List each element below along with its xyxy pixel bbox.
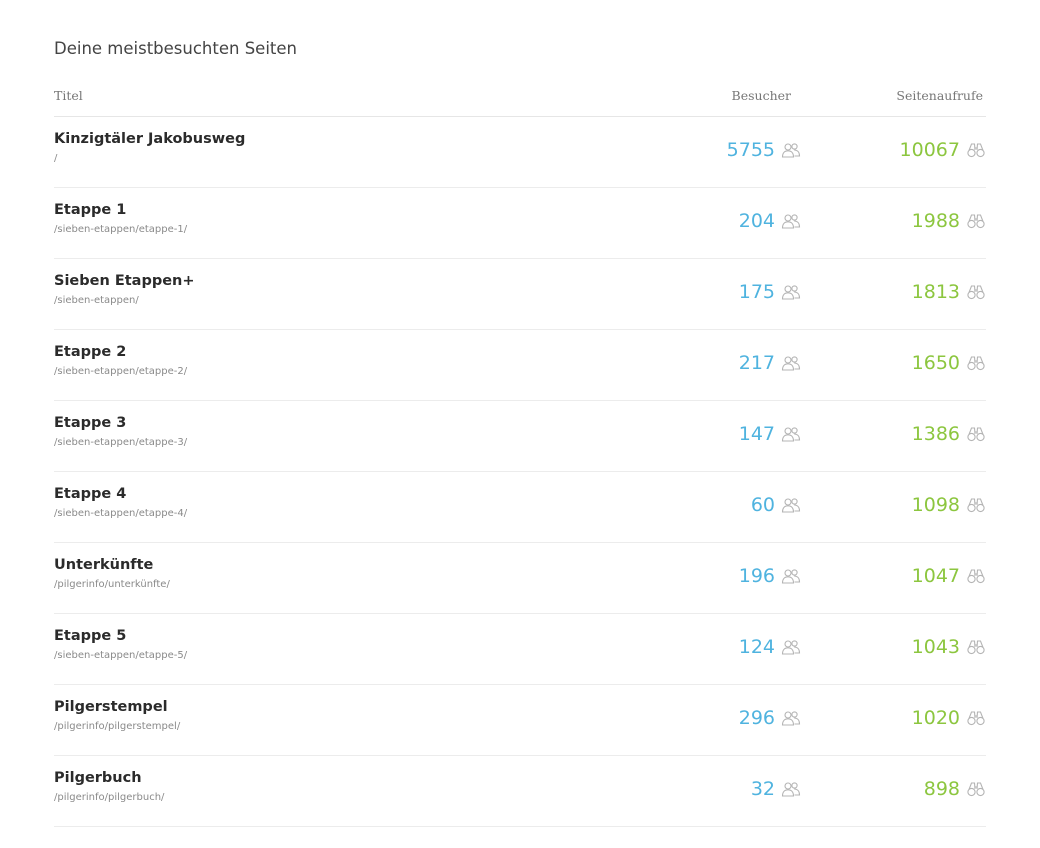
table-row[interactable]: Etappe 5 /sieben-etappen/etappe-5/ 124 1… — [54, 614, 986, 685]
pages-table-body: Kinzigtäler Jakobusweg / 5755 10067 — [54, 117, 986, 827]
page-title[interactable]: Pilgerbuch — [54, 770, 142, 786]
page-path: / — [54, 153, 58, 164]
table-row[interactable]: Etappe 3 /sieben-etappen/etappe-3/ 147 1… — [54, 401, 986, 472]
page-path: /sieben-etappen/etappe-5/ — [54, 650, 188, 661]
users-icon — [781, 781, 801, 797]
binoculars-icon — [966, 213, 986, 229]
binoculars-icon — [966, 639, 986, 655]
users-icon — [781, 142, 801, 158]
binoculars-icon — [966, 710, 986, 726]
binoculars-icon — [966, 142, 986, 158]
pageviews-value: 898 — [923, 778, 960, 800]
page-path: /pilgerinfo/unterkünfte/ — [54, 579, 170, 590]
pageviews-count: 898 — [924, 778, 986, 800]
page-path: /sieben-etappen/etappe-4/ — [54, 508, 188, 519]
visitors-count: 147 — [739, 423, 801, 445]
visitors-count: 175 — [739, 281, 801, 303]
users-icon — [781, 497, 801, 513]
pageviews-value: 1043 — [911, 636, 960, 658]
visitors-value: 124 — [738, 636, 775, 658]
page-path: /sieben-etappen/etappe-3/ — [54, 437, 188, 448]
pageviews-value: 1813 — [911, 281, 960, 303]
table-row[interactable]: Unterkünfte /pilgerinfo/unterkünfte/ 196… — [54, 543, 986, 614]
page-title[interactable]: Etappe 5 — [54, 628, 127, 644]
users-icon — [781, 355, 801, 371]
pageviews-value: 1988 — [911, 210, 960, 232]
table-header: Titel Besucher Seitenaufrufe — [54, 86, 986, 117]
page-title[interactable]: Kinzigtäler Jakobusweg — [54, 131, 246, 147]
pageviews-count: 1043 — [912, 636, 986, 658]
binoculars-icon — [966, 781, 986, 797]
pageviews-count: 1650 — [912, 352, 986, 374]
binoculars-icon — [966, 497, 986, 513]
table-row[interactable]: Sieben Etappen+ /sieben-etappen/ 175 181… — [54, 259, 986, 330]
visitors-value: 296 — [738, 707, 775, 729]
binoculars-icon — [966, 568, 986, 584]
pageviews-count: 1098 — [912, 494, 986, 516]
pageviews-value: 1650 — [911, 352, 960, 374]
column-header-pageviews[interactable]: Seitenaufrufe — [896, 88, 983, 103]
pageviews-count: 1988 — [912, 210, 986, 232]
visitors-value: 5755 — [726, 139, 775, 161]
users-icon — [781, 710, 801, 726]
page-path: /pilgerinfo/pilgerstempel/ — [54, 721, 181, 732]
visitors-count: 204 — [739, 210, 801, 232]
binoculars-icon — [966, 355, 986, 371]
visitors-value: 147 — [738, 423, 775, 445]
table-row[interactable]: Etappe 4 /sieben-etappen/etappe-4/ 60 10… — [54, 472, 986, 543]
binoculars-icon — [966, 426, 986, 442]
table-row[interactable]: Pilgerbuch /pilgerinfo/pilgerbuch/ 32 89… — [54, 756, 986, 827]
page-path: /pilgerinfo/pilgerbuch/ — [54, 792, 165, 803]
visitors-count: 196 — [739, 565, 801, 587]
page-title[interactable]: Etappe 1 — [54, 202, 127, 218]
page-title[interactable]: Etappe 4 — [54, 486, 127, 502]
pageviews-count: 1813 — [912, 281, 986, 303]
visitors-count: 5755 — [727, 139, 801, 161]
visitors-count: 124 — [739, 636, 801, 658]
visitors-value: 196 — [738, 565, 775, 587]
users-icon — [781, 639, 801, 655]
visitors-value: 175 — [738, 281, 775, 303]
table-row[interactable]: Kinzigtäler Jakobusweg / 5755 10067 — [54, 117, 986, 188]
page-title[interactable]: Unterkünfte — [54, 557, 154, 573]
visitors-value: 60 — [750, 494, 775, 516]
page-path: /sieben-etappen/etappe-1/ — [54, 224, 188, 235]
pageviews-value: 1386 — [911, 423, 960, 445]
page-title[interactable]: Etappe 2 — [54, 344, 127, 360]
pageviews-count: 1386 — [912, 423, 986, 445]
page-path: /sieben-etappen/ — [54, 295, 139, 306]
visitors-value: 204 — [738, 210, 775, 232]
pageviews-value: 10067 — [899, 139, 960, 161]
column-header-title: Titel — [54, 88, 83, 103]
pageviews-value: 1020 — [911, 707, 960, 729]
users-icon — [781, 213, 801, 229]
users-icon — [781, 284, 801, 300]
binoculars-icon — [966, 284, 986, 300]
table-row[interactable]: Pilgerstempel /pilgerinfo/pilgerstempel/… — [54, 685, 986, 756]
visitors-value: 32 — [750, 778, 775, 800]
panel-title: Deine meistbesuchten Seiten — [54, 39, 297, 58]
pageviews-count: 1020 — [912, 707, 986, 729]
pageviews-value: 1047 — [911, 565, 960, 587]
page-title[interactable]: Pilgerstempel — [54, 699, 168, 715]
pageviews-value: 1098 — [911, 494, 960, 516]
page-title[interactable]: Etappe 3 — [54, 415, 127, 431]
visitors-value: 217 — [738, 352, 775, 374]
pageviews-count: 10067 — [900, 139, 986, 161]
column-header-visitors[interactable]: Besucher — [731, 88, 791, 103]
pageviews-count: 1047 — [912, 565, 986, 587]
visitors-count: 296 — [739, 707, 801, 729]
visitors-count: 32 — [751, 778, 801, 800]
table-row[interactable]: Etappe 2 /sieben-etappen/etappe-2/ 217 1… — [54, 330, 986, 401]
table-row[interactable]: Etappe 1 /sieben-etappen/etappe-1/ 204 1… — [54, 188, 986, 259]
visitors-count: 217 — [739, 352, 801, 374]
users-icon — [781, 426, 801, 442]
page-title[interactable]: Sieben Etappen+ — [54, 273, 195, 289]
users-icon — [781, 568, 801, 584]
page-path: /sieben-etappen/etappe-2/ — [54, 366, 188, 377]
visitors-count: 60 — [751, 494, 801, 516]
